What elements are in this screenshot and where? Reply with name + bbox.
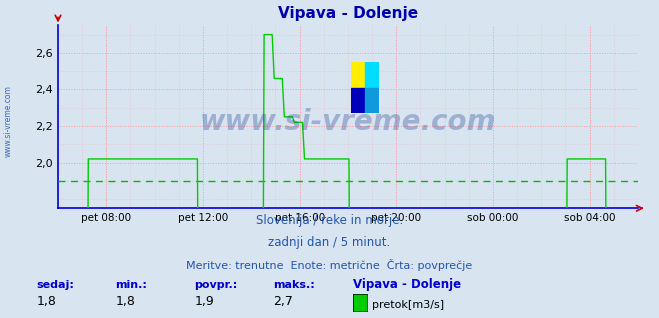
Text: Slovenija / reke in morje.: Slovenija / reke in morje. xyxy=(256,214,403,227)
Text: sedaj:: sedaj: xyxy=(36,280,74,290)
Text: Meritve: trenutne  Enote: metrične  Črta: povprečje: Meritve: trenutne Enote: metrične Črta: … xyxy=(186,259,473,271)
Text: pretok[m3/s]: pretok[m3/s] xyxy=(372,300,444,310)
Text: maks.:: maks.: xyxy=(273,280,315,290)
Text: www.si-vreme.com: www.si-vreme.com xyxy=(3,85,13,157)
Text: 1,9: 1,9 xyxy=(194,295,214,308)
Text: 1,8: 1,8 xyxy=(115,295,135,308)
Text: Vipava - Dolenje: Vipava - Dolenje xyxy=(353,278,461,291)
Text: 2,7: 2,7 xyxy=(273,295,293,308)
Text: 1,8: 1,8 xyxy=(36,295,56,308)
Title: Vipava - Dolenje: Vipava - Dolenje xyxy=(278,6,418,22)
Text: www.si-vreme.com: www.si-vreme.com xyxy=(200,108,496,136)
Text: min.:: min.: xyxy=(115,280,147,290)
Text: povpr.:: povpr.: xyxy=(194,280,238,290)
Text: zadnji dan / 5 minut.: zadnji dan / 5 minut. xyxy=(268,237,391,249)
